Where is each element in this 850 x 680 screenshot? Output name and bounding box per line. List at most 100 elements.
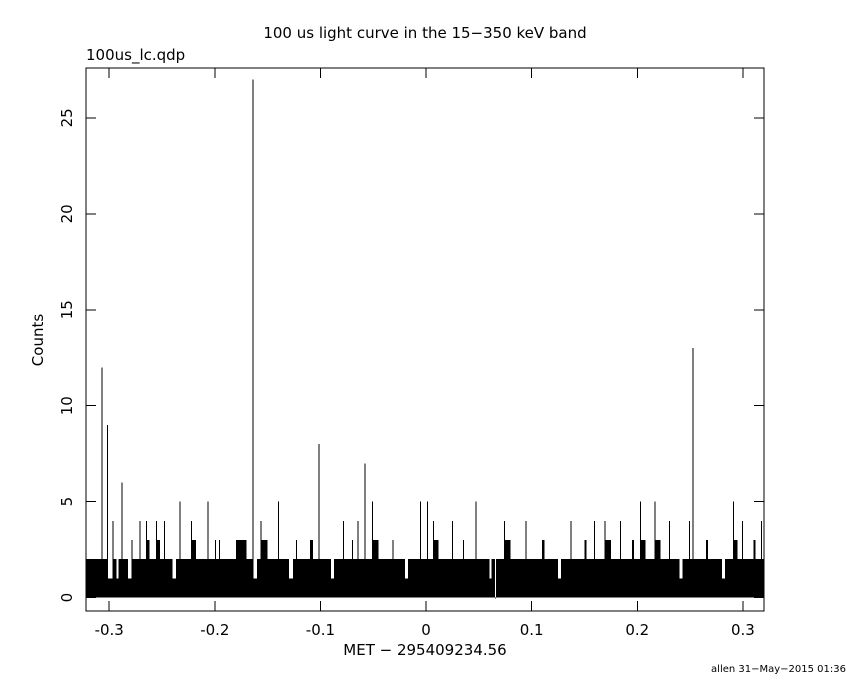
x-tick-label: 0.1 bbox=[520, 621, 544, 639]
bin bbox=[180, 559, 192, 598]
bin bbox=[639, 501, 641, 598]
bin bbox=[724, 559, 733, 598]
bin bbox=[113, 559, 117, 598]
bin bbox=[364, 559, 373, 598]
bin bbox=[463, 559, 476, 598]
bin bbox=[525, 520, 527, 598]
bin bbox=[476, 559, 490, 598]
bin bbox=[358, 559, 365, 598]
bin bbox=[131, 540, 133, 598]
bin bbox=[733, 540, 738, 598]
bin bbox=[191, 540, 196, 598]
x-tick-label: 0 bbox=[421, 621, 431, 639]
bin bbox=[427, 501, 429, 598]
plot-frame bbox=[85, 67, 765, 612]
bin bbox=[475, 501, 477, 598]
y-tick-label: 0 bbox=[58, 593, 76, 603]
bin bbox=[296, 540, 298, 598]
bin bbox=[267, 559, 279, 598]
bin bbox=[504, 540, 511, 598]
chart-title: 100 us light curve in the 15−350 keV ban… bbox=[263, 24, 586, 42]
bin bbox=[116, 578, 119, 598]
bin bbox=[246, 559, 253, 598]
bin bbox=[404, 578, 409, 598]
bin bbox=[741, 520, 743, 598]
bin bbox=[392, 559, 405, 598]
bin bbox=[392, 540, 394, 598]
bin bbox=[452, 559, 464, 598]
bin bbox=[107, 578, 113, 598]
bin bbox=[525, 559, 543, 598]
bin bbox=[260, 520, 262, 598]
bin bbox=[107, 424, 109, 598]
bin bbox=[257, 559, 261, 598]
bin bbox=[352, 540, 354, 598]
bin bbox=[708, 559, 722, 598]
bin bbox=[343, 520, 345, 598]
bin bbox=[610, 559, 620, 598]
bin bbox=[420, 559, 428, 598]
bin bbox=[510, 559, 526, 598]
bin bbox=[252, 79, 254, 598]
bin bbox=[760, 520, 762, 598]
bin bbox=[438, 559, 452, 598]
bin bbox=[288, 578, 293, 598]
bin bbox=[669, 559, 680, 598]
bin bbox=[164, 559, 173, 598]
x-axis-label: MET − 295409234.56 bbox=[343, 641, 506, 659]
bin bbox=[296, 559, 310, 598]
bin bbox=[146, 540, 150, 598]
bin bbox=[313, 559, 319, 598]
bin bbox=[645, 559, 655, 598]
bin bbox=[343, 559, 353, 598]
bin bbox=[705, 540, 709, 598]
y-tick-label: 10 bbox=[58, 396, 76, 415]
bin bbox=[489, 578, 492, 598]
bin bbox=[364, 463, 366, 598]
bin bbox=[693, 559, 706, 598]
bin bbox=[619, 520, 621, 598]
bin bbox=[620, 559, 632, 598]
bin bbox=[121, 482, 123, 598]
bin bbox=[561, 559, 571, 598]
bin bbox=[679, 578, 683, 598]
bin bbox=[164, 520, 166, 598]
bin bbox=[156, 540, 160, 598]
bin bbox=[737, 559, 742, 598]
bin bbox=[682, 559, 690, 598]
bin bbox=[122, 559, 129, 598]
bin bbox=[408, 559, 421, 598]
bin bbox=[463, 540, 465, 598]
bin bbox=[215, 559, 220, 598]
x-tick-label: -0.1 bbox=[306, 621, 335, 639]
bin bbox=[593, 520, 595, 598]
bin bbox=[149, 559, 157, 598]
bin bbox=[278, 559, 289, 598]
bin bbox=[761, 559, 764, 598]
bin bbox=[278, 501, 280, 598]
bin bbox=[235, 540, 247, 598]
bin bbox=[491, 559, 496, 598]
bin bbox=[584, 540, 587, 598]
bin bbox=[334, 559, 344, 598]
bin bbox=[207, 501, 209, 598]
bin bbox=[570, 520, 572, 598]
bin bbox=[654, 501, 656, 598]
bin bbox=[378, 559, 393, 598]
bin bbox=[214, 540, 216, 598]
bin bbox=[372, 540, 379, 598]
bin bbox=[179, 501, 181, 598]
bin bbox=[101, 559, 108, 598]
y-tick-label: 25 bbox=[58, 108, 76, 127]
bin bbox=[318, 559, 332, 598]
bin bbox=[220, 559, 236, 598]
y-tick-label: 5 bbox=[58, 497, 76, 507]
bin bbox=[292, 559, 297, 598]
bin bbox=[451, 520, 453, 598]
file-label: 100us_lc.qdp bbox=[86, 46, 185, 65]
bin bbox=[542, 540, 545, 598]
bin bbox=[689, 559, 693, 598]
x-tick-label: -0.2 bbox=[200, 621, 229, 639]
